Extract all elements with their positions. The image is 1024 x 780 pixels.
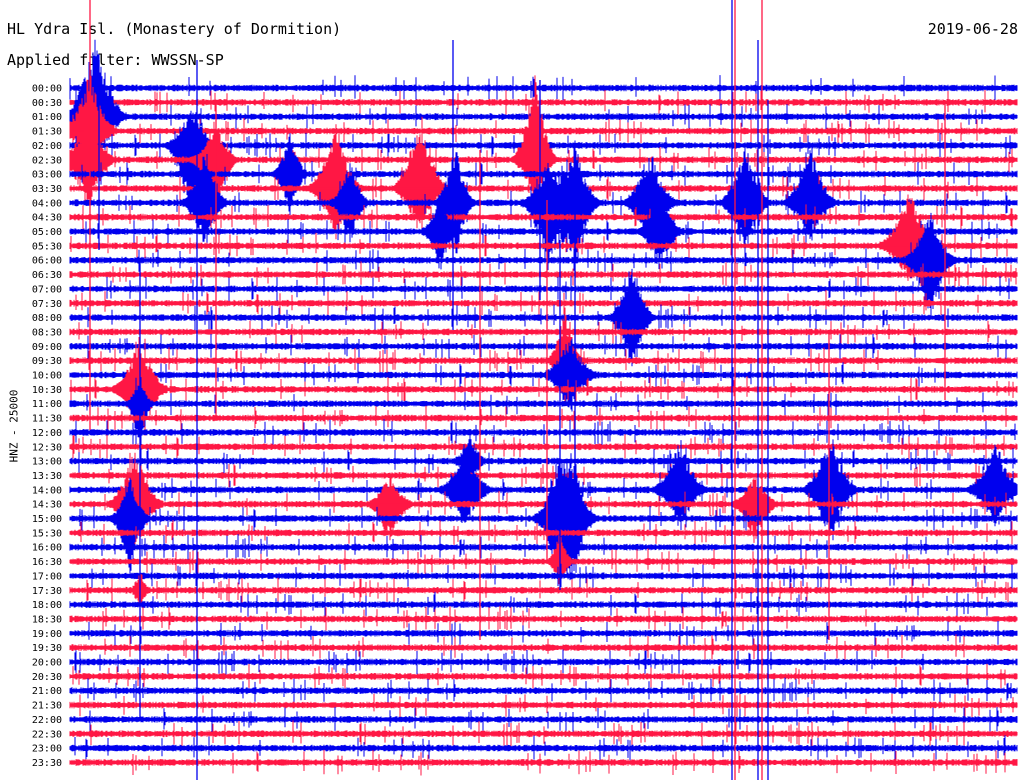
row-time-label: 17:00 <box>32 571 62 582</box>
row-time-label: 07:00 <box>32 284 62 295</box>
row-time-label: 14:00 <box>32 485 62 496</box>
trace-group <box>69 0 1018 780</box>
row-label-group: 00:00 00:30 01:00 01:30 02:00 02:30 03:00 03:30… <box>32 84 62 769</box>
row-time-label: 09:00 <box>32 342 62 353</box>
row-time-label: 13:00 <box>32 457 62 468</box>
row-time-label: 04:00 <box>32 198 62 209</box>
row-time-label: 20:00 <box>32 658 62 669</box>
row-time-label: 05:30 <box>32 241 62 252</box>
row-time-label: 11:30 <box>32 414 62 425</box>
row-time-label: 21:00 <box>32 686 62 697</box>
row-time-label: 04:30 <box>32 213 62 224</box>
row-time-label: 16:30 <box>32 557 62 568</box>
row-time-label: 07:30 <box>32 299 62 310</box>
trace-line <box>69 336 1018 438</box>
row-time-label: 23:30 <box>32 758 62 769</box>
row-time-label: 19:30 <box>32 643 62 654</box>
row-time-label: 01:30 <box>32 127 62 138</box>
row-time-label: 10:30 <box>32 385 62 396</box>
row-time-label: 03:30 <box>32 184 62 195</box>
date-label: 2019-06-28 <box>927 20 1018 38</box>
row-time-label: 15:00 <box>32 514 62 525</box>
row-time-label: 20:30 <box>32 672 62 683</box>
row-time-label: 23:00 <box>32 744 62 755</box>
row-time-label: 02:30 <box>32 155 62 166</box>
row-time-label: 11:00 <box>32 399 62 410</box>
row-time-label: 18:00 <box>32 600 62 611</box>
row-time-label: 14:30 <box>32 500 62 511</box>
row-time-label: 15:30 <box>32 528 62 539</box>
row-time-label: 22:00 <box>32 715 62 726</box>
row-time-label: 00:30 <box>32 98 62 109</box>
row-time-label: 09:30 <box>32 356 62 367</box>
row-time-label: 08:00 <box>32 313 62 324</box>
row-time-label: 19:00 <box>32 629 62 640</box>
row-time-label: 12:30 <box>32 442 62 453</box>
row-time-label: 10:00 <box>32 371 62 382</box>
row-time-label: 22:30 <box>32 729 62 740</box>
row-time-label: 06:00 <box>32 256 62 267</box>
row-time-label: 03:00 <box>32 170 62 181</box>
row-time-label: 00:00 <box>32 84 62 95</box>
row-time-label: 13:30 <box>32 471 62 482</box>
row-time-label: 08:30 <box>32 327 62 338</box>
row-time-label: 17:30 <box>32 586 62 597</box>
row-time-label: 02:00 <box>32 141 62 152</box>
row-time-label: 21:30 <box>32 701 62 712</box>
station-title: HL Ydra Isl. (Monastery of Dormition) <box>7 20 342 38</box>
row-time-label: 05:00 <box>32 227 62 238</box>
row-time-label: 18:30 <box>32 614 62 625</box>
row-time-label: 06:30 <box>32 270 62 281</box>
row-time-label: 12:00 <box>32 428 62 439</box>
row-time-label: 16:00 <box>32 543 62 554</box>
row-time-label: 01:00 <box>32 112 62 123</box>
